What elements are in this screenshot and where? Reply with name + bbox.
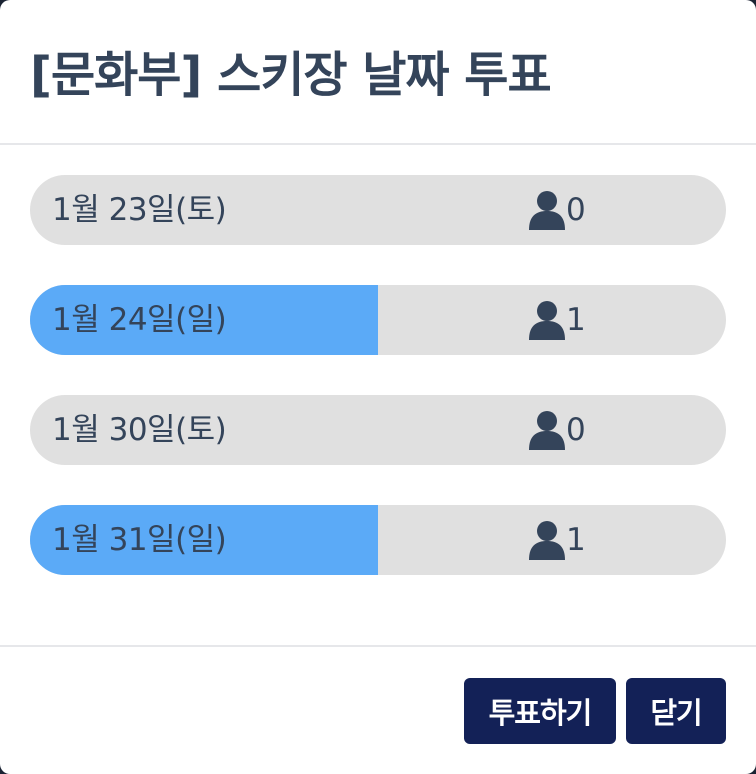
vote-count: 1 xyxy=(528,505,586,575)
dialog-footer: 투표하기 닫기 xyxy=(0,647,756,772)
vote-count: 0 xyxy=(528,395,586,465)
vote-button[interactable]: 투표하기 xyxy=(464,678,616,744)
close-button[interactable]: 닫기 xyxy=(626,678,726,744)
user-icon xyxy=(528,300,566,340)
option-label: 1월 24일(일) xyxy=(52,302,227,338)
dialog-title: [문화부] 스키장 날짜 투표 xyxy=(30,47,552,103)
option-label: 1월 30일(토) xyxy=(52,412,227,448)
vote-count: 0 xyxy=(528,175,586,245)
user-icon xyxy=(528,190,566,230)
vote-options: 1월 23일(토) 0 1월 24일(일) 1 1월 30일(토) xyxy=(0,145,756,647)
vote-option-1[interactable]: 1월 23일(토) 0 xyxy=(30,175,726,245)
option-label: 1월 31일(일) xyxy=(52,522,227,558)
option-label: 1월 23일(토) xyxy=(52,192,227,228)
vote-count: 1 xyxy=(528,285,586,355)
vote-count-value: 1 xyxy=(566,302,586,338)
dialog-header: [문화부] 스키장 날짜 투표 xyxy=(0,0,756,145)
vote-bar-fill xyxy=(30,505,378,575)
vote-count-value: 0 xyxy=(566,412,586,448)
user-icon xyxy=(528,410,566,450)
vote-option-4[interactable]: 1월 31일(일) 1 xyxy=(30,505,726,575)
vote-bar-fill xyxy=(30,285,378,355)
vote-option-2[interactable]: 1월 24일(일) 1 xyxy=(30,285,726,355)
vote-option-3[interactable]: 1월 30일(토) 0 xyxy=(30,395,726,465)
user-icon xyxy=(528,520,566,560)
vote-count-value: 0 xyxy=(566,192,586,228)
vote-count-value: 1 xyxy=(566,522,586,558)
